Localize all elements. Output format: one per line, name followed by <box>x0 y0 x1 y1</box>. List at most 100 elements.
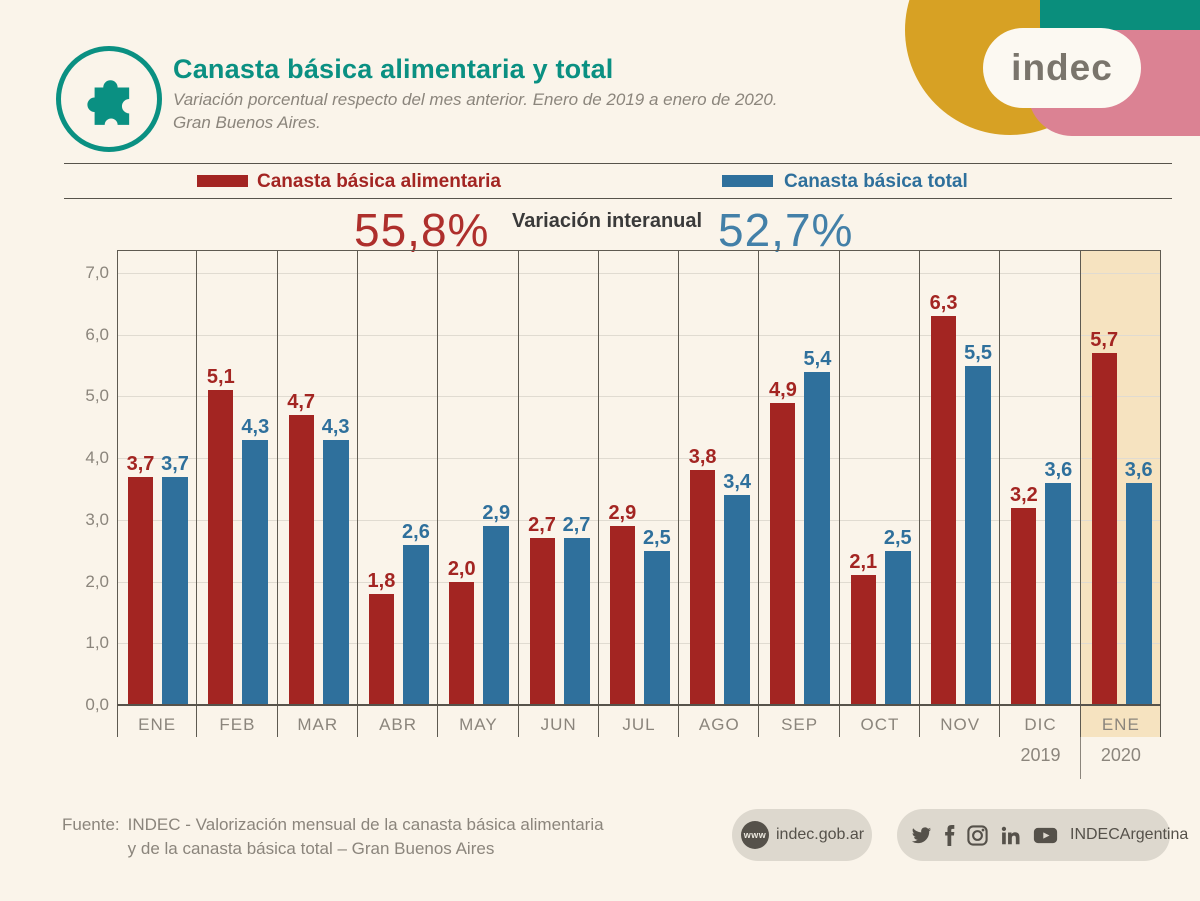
column-MAY-4 <box>438 250 519 737</box>
bar-cbt-SEP-8 <box>804 371 831 705</box>
bar-cbt-OCT-9 <box>884 550 911 705</box>
facebook-icon <box>945 824 955 846</box>
month-label-AGO-7: AGO <box>698 715 740 734</box>
bar-cba-JUL-6 <box>609 526 635 705</box>
bar-cba-JUN-5 <box>529 538 555 705</box>
column-SEP-8 <box>759 250 840 737</box>
bar-cba-MAR-2 <box>288 414 314 705</box>
twitter-icon <box>911 826 932 843</box>
linkedin-icon <box>1001 826 1020 844</box>
indec-logo: indec <box>905 0 1200 136</box>
value-label-cbt-2: 4,3 <box>321 415 350 438</box>
rule-above-legend <box>64 163 1172 164</box>
value-label-cbt-4: 2,9 <box>482 502 511 525</box>
year-divider <box>1080 737 1082 779</box>
source-line1: INDEC - Valorización mensual de la canas… <box>127 815 604 834</box>
y-tick-label: 7,0 <box>85 263 109 282</box>
column-AGO-7 <box>679 250 760 737</box>
value-label-cba-2: 4,7 <box>287 390 316 413</box>
bar-cbt-JUN-5 <box>563 538 590 705</box>
column-ENE-12 <box>1081 250 1161 737</box>
page-subtitle-line1: Variación porcentual respecto del mes an… <box>173 90 778 109</box>
bar-cba-ENE-12 <box>1091 353 1117 705</box>
legend-label-cba: Canasta básica alimentaria <box>257 171 501 192</box>
value-label-cbt-1: 4,3 <box>241 415 270 438</box>
bar-cba-MAY-4 <box>449 581 475 705</box>
value-label-cba-5: 2,7 <box>528 514 556 537</box>
y-tick-label: 6,0 <box>85 324 109 344</box>
website-url: indec.gob.ar <box>776 826 865 843</box>
puzzle-icon <box>56 46 162 152</box>
value-label-cbt-11: 3,6 <box>1044 458 1073 481</box>
bar-cba-OCT-9 <box>850 575 876 705</box>
social-icons <box>911 824 1058 846</box>
bar-cbt-MAY-4 <box>483 526 510 705</box>
month-label-FEB-1: FEB <box>219 715 256 734</box>
bar-cbt-AGO-7 <box>724 495 751 705</box>
month-label-DIC-11: DIC <box>1024 715 1057 734</box>
value-label-cba-3: 1,8 <box>367 569 396 592</box>
year-label-2019: 2019 <box>1020 745 1061 765</box>
page-subtitle-line2: Gran Buenos Aires. <box>173 113 321 132</box>
column-MAR-2 <box>278 250 358 737</box>
bar-cbt-MAR-2 <box>322 439 349 705</box>
legend-swatch-cbt <box>722 175 773 187</box>
y-tick-label: 4,0 <box>85 448 109 468</box>
value-label-cbt-0: 3,7 <box>161 452 189 475</box>
bar-cba-SEP-8 <box>770 402 796 705</box>
bar-cba-NOV-10 <box>931 316 957 705</box>
interannual-label: Variación interanual <box>512 210 703 232</box>
column-FEB-1 <box>197 250 278 737</box>
gridline-2 <box>117 581 1161 583</box>
month-label-JUN-5: JUN <box>540 715 577 734</box>
value-label-cbt-7: 3,4 <box>723 471 752 494</box>
column-DIC-11 <box>1000 250 1081 737</box>
www-icon: www <box>741 821 769 849</box>
instagram-icon <box>967 824 988 846</box>
gridline-7 <box>117 273 1161 274</box>
value-label-cbt-3: 2,6 <box>402 520 430 543</box>
gridline-5 <box>117 396 1161 398</box>
value-label-cba-1: 5,1 <box>206 366 235 389</box>
social-badge: INDECArgentina <box>897 809 1188 861</box>
month-label-ABR-3: ABR <box>379 715 418 734</box>
indec-wordmark-text: indec <box>1011 47 1113 88</box>
value-label-cba-0: 3,7 <box>126 452 155 475</box>
value-label-cbt-9: 2,5 <box>883 526 912 549</box>
y-tick-label: 3,0 <box>85 509 109 529</box>
value-label-cba-6: 2,9 <box>608 502 637 525</box>
legend-swatch-cba <box>197 175 248 187</box>
value-label-cba-4: 2,0 <box>447 557 476 580</box>
value-label-cbt-5: 2,7 <box>562 514 591 537</box>
gridline-4 <box>117 458 1161 460</box>
youtube-icon <box>1033 827 1058 843</box>
bar-cba-ENE-0 <box>128 476 153 705</box>
source-note: Fuente: INDEC - Valorización mensual de … <box>62 813 604 861</box>
year-label-2020: 2020 <box>1100 745 1141 765</box>
bar-cbt-DIC-11 <box>1045 482 1072 705</box>
value-label-cba-12: 5,7 <box>1090 329 1119 352</box>
social-handle: INDECArgentina <box>1070 826 1189 843</box>
gridline-1 <box>117 643 1161 645</box>
bar-cbt-ENE-12 <box>1125 482 1152 705</box>
column-JUL-6 <box>599 250 680 737</box>
y-tick-label: 1,0 <box>85 633 109 653</box>
column-JUN-5 <box>519 250 599 737</box>
bar-cba-DIC-11 <box>1011 507 1037 705</box>
bar-cbt-FEB-1 <box>242 439 269 705</box>
gridline-6 <box>117 334 1161 336</box>
month-label-SEP-8: SEP <box>781 715 819 734</box>
value-label-cbt-8: 5,4 <box>803 347 832 370</box>
x-axis-baseline <box>117 704 1161 706</box>
source-label: Fuente: <box>62 815 120 834</box>
month-label-MAR-2: MAR <box>297 715 339 734</box>
value-label-cba-11: 3,2 <box>1009 483 1038 506</box>
bar-cba-FEB-1 <box>208 390 234 705</box>
chart-top-border <box>117 250 1161 251</box>
page-subtitle: Variación porcentual respecto del mes an… <box>173 88 778 134</box>
month-label-MAY-4: MAY <box>459 715 498 734</box>
value-label-cbt-12: 3,6 <box>1124 458 1153 481</box>
bar-chart: 0,0 1,0 2,0 3,0 4,0 5,0 6,0 7,0 ENE FEB MAR ABR MAY J… <box>85 250 1161 785</box>
value-label-cba-9: 2,1 <box>849 551 878 574</box>
bar-cba-AGO-7 <box>690 470 716 705</box>
